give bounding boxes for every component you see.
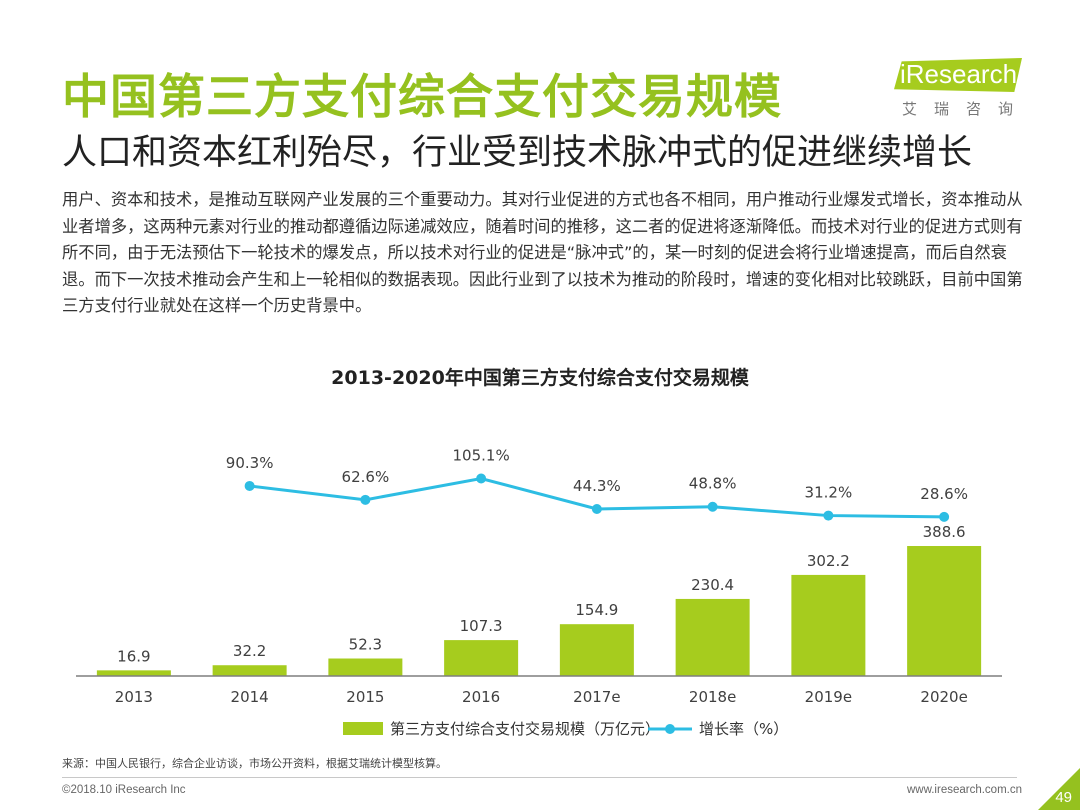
legend-label-line: 增长率（%） bbox=[699, 720, 788, 738]
iresearch-logo: iResearch 艾瑞咨询 bbox=[890, 58, 1030, 124]
growth-value-label: 31.2% bbox=[805, 484, 853, 502]
bar-value-label: 154.9 bbox=[575, 601, 618, 619]
logo-brand-text: iResearch bbox=[900, 59, 1018, 89]
bar-value-label: 230.4 bbox=[691, 576, 734, 594]
growth-value-label: 90.3% bbox=[226, 454, 274, 472]
bars-layer: 16.9 32.2 52.3 107.3 154.9 230.4 302.2 388.6 bbox=[96, 523, 982, 676]
bar-2017e bbox=[559, 624, 634, 676]
growth-point-2016 bbox=[476, 473, 487, 484]
bar-value-label: 52.3 bbox=[349, 636, 382, 654]
bar-2020e bbox=[907, 546, 982, 676]
logo-chinese-text: 艾瑞咨询 bbox=[902, 100, 1031, 118]
growth-value-label: 105.1% bbox=[453, 447, 510, 465]
bar-value-label: 302.2 bbox=[807, 552, 850, 570]
growth-line-layer: 90.3% 62.6% 105.1% 44.3% 48.8% 31.2% 28.6% bbox=[226, 447, 968, 522]
growth-point-2015 bbox=[360, 494, 371, 505]
website-link[interactable]: www.iresearch.com.cn bbox=[906, 784, 1022, 796]
copyright: ©2018.10 iResearch Inc bbox=[62, 784, 186, 796]
x-tick-label: 2018e bbox=[689, 688, 736, 706]
growth-value-label: 44.3% bbox=[573, 477, 621, 495]
growth-value-label: 48.8% bbox=[689, 475, 737, 493]
footer-divider bbox=[62, 777, 1017, 778]
x-tick-label: 2019e bbox=[805, 688, 852, 706]
legend-swatch-marker bbox=[665, 724, 675, 734]
bar-2015 bbox=[328, 658, 403, 676]
page-number: 49 bbox=[1055, 789, 1072, 806]
bar-2013 bbox=[96, 670, 171, 676]
bar-2014 bbox=[212, 665, 287, 676]
bar-value-label: 107.3 bbox=[460, 617, 503, 635]
legend-swatch-bar bbox=[343, 722, 383, 735]
x-tick-labels: 2013 2014 2015 2016 2017e 2018e 2019e 2020e bbox=[115, 688, 968, 706]
growth-point-2014 bbox=[244, 480, 255, 491]
x-tick-label: 2016 bbox=[462, 688, 500, 706]
page-title: 中国第三方支付综合支付交易规模 bbox=[62, 70, 782, 125]
x-tick-label: 2020e bbox=[920, 688, 967, 706]
bar-2016 bbox=[444, 640, 519, 676]
bar-2018e bbox=[675, 598, 750, 676]
growth-point-2018e bbox=[707, 501, 718, 512]
x-tick-label: 2013 bbox=[115, 688, 153, 706]
chart-legend: 第三方支付综合支付交易规模（万亿元） 增长率（%） bbox=[343, 720, 788, 738]
chart-title: 2013-2020年中国第三方支付综合支付交易规模 bbox=[331, 367, 749, 389]
x-tick-label: 2014 bbox=[231, 688, 269, 706]
intro-paragraph: 用户、资本和技术，是推动互联网产业发展的三个重要动力。其对行业促进的方式也各不相… bbox=[62, 190, 1023, 315]
growth-value-label: 28.6% bbox=[920, 485, 968, 503]
growth-point-2020e bbox=[939, 511, 950, 522]
bar-value-label: 32.2 bbox=[233, 642, 266, 660]
logo-badge bbox=[894, 58, 1022, 92]
legend-label-bar: 第三方支付综合支付交易规模（万亿元） bbox=[390, 720, 660, 738]
x-tick-label: 2017e bbox=[573, 688, 620, 706]
bar-2019e bbox=[791, 574, 866, 676]
growth-point-2019e bbox=[823, 510, 834, 521]
growth-point-2017e bbox=[591, 503, 602, 514]
x-tick-label: 2015 bbox=[346, 688, 384, 706]
bar-value-label: 388.6 bbox=[923, 523, 966, 541]
page-subtitle: 人口和资本红利殆尽，行业受到技术脉冲式的促进继续增长 bbox=[62, 133, 973, 173]
growth-value-label: 62.6% bbox=[342, 468, 390, 486]
bar-value-label: 16.9 bbox=[117, 647, 150, 665]
source-note: 来源：中国人民银行，综合企业访谈，市场公开资料，根据艾瑞统计模型核算。 bbox=[62, 757, 447, 770]
